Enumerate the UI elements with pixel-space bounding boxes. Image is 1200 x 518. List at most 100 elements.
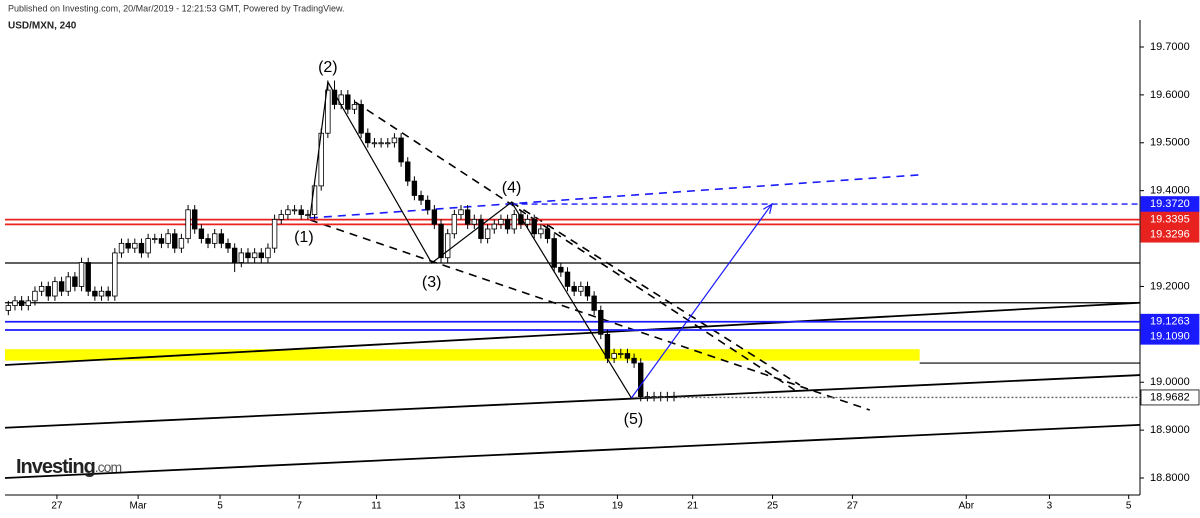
x-tick-label: 25 xyxy=(767,501,779,512)
x-tick-label: 7 xyxy=(296,501,302,512)
candle-body xyxy=(218,233,225,244)
trendline xyxy=(511,201,801,386)
candle-body xyxy=(624,353,631,359)
trendline xyxy=(4,423,1141,479)
candle-body xyxy=(385,142,391,145)
candle-body xyxy=(325,89,331,134)
x-tick-label: 27 xyxy=(847,501,859,512)
x-tick-label: 15 xyxy=(533,501,545,512)
candle-body xyxy=(664,396,671,398)
candle-body xyxy=(431,209,438,225)
y-tick-label: 19.4000 xyxy=(1150,185,1190,197)
candle-body xyxy=(138,242,145,254)
candle-body xyxy=(345,94,351,110)
candle-body xyxy=(98,290,105,297)
price-box-label: 19.1090 xyxy=(1150,331,1190,343)
candle-body xyxy=(251,252,258,259)
candle-body xyxy=(291,209,298,212)
candle-body xyxy=(158,238,165,244)
price-box-label: 19.1263 xyxy=(1150,316,1190,328)
candle-body xyxy=(78,262,85,287)
candle-body xyxy=(498,219,504,225)
candle-body xyxy=(205,238,211,244)
candle-body xyxy=(152,238,158,240)
candle-body xyxy=(411,180,418,196)
candle-body xyxy=(172,233,178,249)
candle-body xyxy=(504,219,511,230)
candle-body xyxy=(178,238,185,249)
x-tick-label: 11 xyxy=(371,501,382,512)
candle-body xyxy=(165,233,171,244)
wave-label: (5) xyxy=(624,411,644,428)
price-box xyxy=(1140,196,1200,212)
candle-body xyxy=(112,252,118,297)
candle-body xyxy=(265,247,271,259)
candle-body xyxy=(185,209,191,239)
support-zone xyxy=(5,349,920,361)
candle-body xyxy=(65,276,71,292)
candle-body xyxy=(584,286,591,297)
logo-suffix: .com xyxy=(95,459,122,475)
candle-body xyxy=(578,286,584,292)
candle-body xyxy=(591,295,597,311)
price-box-label: 19.3296 xyxy=(1150,229,1190,241)
candle-body xyxy=(471,219,478,225)
candle-body xyxy=(405,161,411,182)
logo: Investing.com xyxy=(16,456,121,478)
price-box xyxy=(1140,328,1200,345)
wave-label: (1) xyxy=(294,229,314,246)
trendline xyxy=(354,101,795,391)
candle-body xyxy=(231,247,238,263)
candle-body xyxy=(444,233,451,259)
trendline xyxy=(309,219,870,411)
candle-body xyxy=(25,300,31,306)
x-tick-label: Abr xyxy=(958,501,974,512)
y-tick-label: 19.2000 xyxy=(1150,280,1190,292)
candle-body xyxy=(518,214,524,225)
candle-body xyxy=(491,223,497,230)
wave-label: (2) xyxy=(318,59,338,76)
candle-body xyxy=(378,142,384,145)
candle-body xyxy=(638,362,644,397)
candle-body xyxy=(211,233,218,244)
candle-body xyxy=(245,252,251,259)
candle-body xyxy=(52,281,58,297)
candle-body xyxy=(32,290,38,302)
published-note: Published on Investing.com, 20/Mar/2019 … xyxy=(8,3,345,13)
trendline xyxy=(309,174,920,219)
candle-body xyxy=(564,271,571,287)
candle-body xyxy=(5,305,12,311)
candle-body xyxy=(238,252,245,263)
candle-body xyxy=(298,209,304,216)
y-tick-label: 19.5000 xyxy=(1150,137,1190,149)
candle-body xyxy=(145,238,151,254)
candle-body xyxy=(511,214,517,230)
projection-arrow xyxy=(630,203,773,399)
candle-body xyxy=(418,195,424,201)
logo-main: Investing xyxy=(16,456,95,478)
candle-body xyxy=(311,185,318,216)
wave-label: (3) xyxy=(422,274,442,291)
trendline xyxy=(4,301,1141,366)
candle-body xyxy=(551,238,557,268)
candle-body xyxy=(38,286,45,292)
candle-body xyxy=(671,396,677,398)
wave-line xyxy=(309,80,632,399)
candle-body xyxy=(18,300,25,306)
candle-body xyxy=(365,132,371,144)
x-tick-label: 3 xyxy=(1047,501,1053,512)
x-tick-label: Mar xyxy=(130,501,148,512)
candle-body xyxy=(611,353,617,359)
candle-body xyxy=(651,396,657,398)
candle-body xyxy=(571,286,577,292)
y-tick-label: 19.6000 xyxy=(1150,89,1190,101)
x-tick-label: 27 xyxy=(51,501,63,512)
x-tick-label: 19 xyxy=(612,501,624,512)
x-tick-label: 21 xyxy=(687,501,699,512)
x-tick-label: 5 xyxy=(217,501,223,512)
candle-body xyxy=(531,219,537,235)
trendline xyxy=(4,374,1141,429)
candle-body xyxy=(451,214,458,235)
candle-body xyxy=(118,242,125,254)
